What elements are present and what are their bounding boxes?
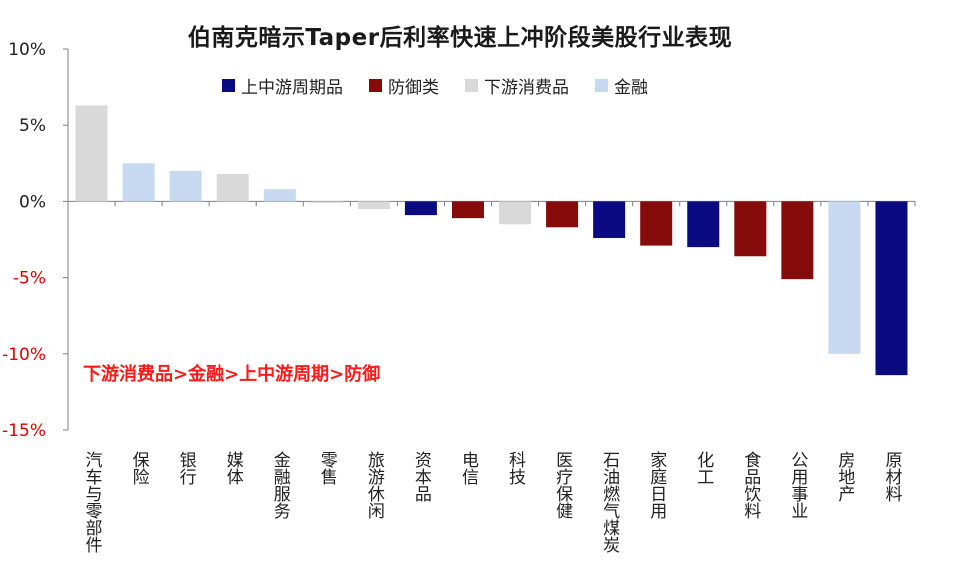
x-tick-label: 科技 bbox=[505, 451, 526, 486]
x-tick-label: 公用事业 bbox=[787, 451, 808, 519]
bar bbox=[546, 201, 579, 228]
x-tick-label: 石油燃气煤炭 bbox=[599, 451, 620, 553]
x-tick-label: 电信 bbox=[458, 451, 479, 485]
chart-title: 伯南克暗示Taper后利率快速上冲阶段美股行业表现 bbox=[187, 25, 733, 51]
x-tick-label: 化工 bbox=[693, 451, 714, 485]
bar bbox=[263, 189, 296, 202]
legend-label-financials: 金融 bbox=[614, 78, 648, 98]
legend-swatch-defensive bbox=[369, 79, 382, 92]
x-tick-label: 媒体 bbox=[223, 451, 244, 485]
x-tick-label: 食品饮料 bbox=[740, 451, 761, 519]
y-tick-label: 0% bbox=[19, 192, 46, 212]
x-tick-label: 银行 bbox=[176, 451, 197, 486]
bar bbox=[499, 201, 532, 225]
legend-label-cyclical: 上中游周期品 bbox=[241, 78, 343, 98]
y-tick-label: -5% bbox=[13, 269, 46, 289]
bar bbox=[310, 201, 343, 203]
legend-label-consumer: 下游消费品 bbox=[484, 78, 569, 98]
bar bbox=[593, 201, 626, 238]
bar bbox=[169, 170, 202, 202]
bar bbox=[781, 201, 814, 280]
bar bbox=[734, 201, 767, 257]
legend-item-defensive: 防御类 bbox=[369, 73, 439, 98]
y-tick-label: 5% bbox=[19, 116, 46, 136]
legend-swatch-cyclical bbox=[222, 79, 235, 92]
legend-swatch-consumer bbox=[465, 79, 478, 92]
y-tick-label: 10% bbox=[8, 40, 46, 60]
legend-swatch-financials bbox=[595, 79, 608, 92]
x-tick-label: 家庭日用 bbox=[646, 451, 667, 520]
x-tick-label: 汽车与零部件 bbox=[82, 451, 103, 553]
bar bbox=[687, 201, 720, 248]
chart-legend: 上中游周期品 防御类 下游消费品 金融 bbox=[222, 73, 674, 98]
legend-label-defensive: 防御类 bbox=[388, 78, 439, 98]
x-tick-label: 保险 bbox=[129, 451, 150, 485]
bar bbox=[875, 201, 908, 376]
x-tick-label: 旅游休闲 bbox=[364, 451, 385, 519]
bar bbox=[640, 201, 673, 246]
bar bbox=[404, 201, 437, 216]
bar bbox=[122, 163, 155, 202]
legend-item-cyclical: 上中游周期品 bbox=[222, 73, 343, 98]
x-tick-label: 医疗保健 bbox=[552, 451, 573, 519]
bar bbox=[451, 201, 484, 219]
x-tick-label: 原材料 bbox=[881, 451, 902, 502]
chart-annotation: 下游消费品>金融>上中游周期>防御 bbox=[83, 363, 380, 385]
bar bbox=[75, 105, 108, 202]
y-tick-label: -15% bbox=[2, 421, 46, 441]
y-tick-label: -10% bbox=[2, 345, 46, 365]
bar bbox=[216, 173, 249, 202]
x-tick-label: 零售 bbox=[317, 451, 338, 485]
bar bbox=[828, 201, 861, 354]
x-tick-label: 房地产 bbox=[834, 451, 855, 502]
x-tick-label: 资本品 bbox=[411, 451, 432, 502]
legend-item-financials: 金融 bbox=[595, 73, 648, 98]
x-tick-label: 金融服务 bbox=[270, 451, 291, 519]
legend-item-consumer: 下游消费品 bbox=[465, 73, 569, 98]
bar bbox=[357, 201, 390, 210]
